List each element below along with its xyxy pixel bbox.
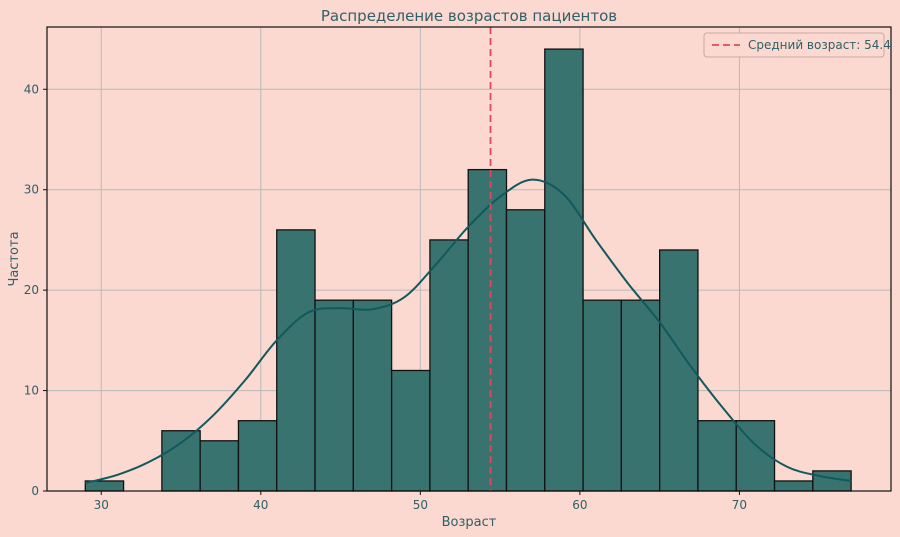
histogram-bar: [467, 168, 508, 492]
histogram-bar: [390, 369, 431, 492]
histogram-bar: [429, 239, 469, 492]
ticks: 30 40 50 60 70 0 10 20 30 40: [24, 82, 747, 512]
y-axis-label: Частота: [7, 231, 22, 286]
histogram-bar: [237, 420, 278, 492]
legend-box: [703, 32, 885, 58]
plot-frame: [46, 26, 892, 492]
x-tick-label: 40: [253, 498, 268, 512]
x-tick-label: 30: [94, 498, 109, 512]
histogram-bar: [544, 48, 584, 492]
histogram-bar: [697, 420, 737, 492]
y-tick-label: 40: [24, 82, 39, 96]
histogram-bar: [314, 299, 354, 492]
histogram-bar: [161, 430, 201, 492]
x-tick-label: 70: [732, 498, 747, 512]
x-tick-label: 50: [413, 498, 428, 512]
x-axis-label: Возраст: [442, 515, 497, 530]
y-tick-label: 20: [24, 283, 39, 297]
histogram-bar: [199, 440, 240, 492]
y-tick-label: 0: [31, 484, 39, 498]
histogram-bar: [773, 480, 814, 492]
histogram-bar: [582, 299, 623, 492]
chart-title: Распределение возрастов пациентов: [321, 7, 617, 25]
histogram-bar: [276, 229, 316, 492]
histogram-bar: [505, 209, 546, 492]
legend-label: Средний возраст: 54.4: [748, 38, 891, 52]
bars: [84, 48, 852, 492]
legend: Средний возраст: 54.4: [703, 32, 891, 58]
x-tick-label: 60: [572, 498, 587, 512]
histogram-bar: [352, 299, 393, 492]
histogram-bar: [659, 249, 699, 492]
y-tick-label: 10: [24, 384, 39, 398]
kde-curve: [85, 178, 852, 484]
y-tick-label: 30: [24, 183, 39, 197]
histogram-bar: [620, 299, 661, 492]
